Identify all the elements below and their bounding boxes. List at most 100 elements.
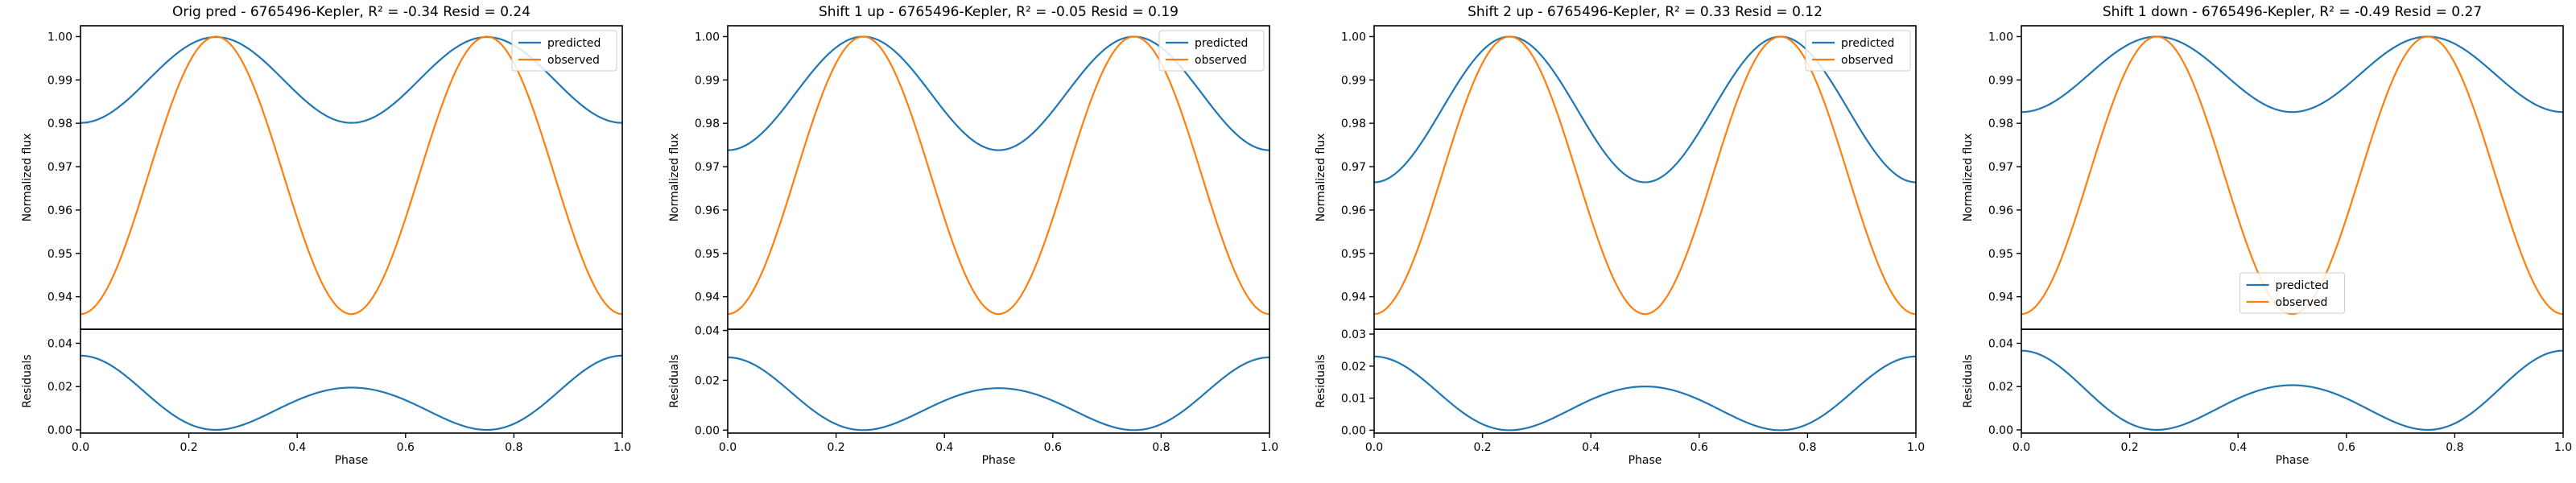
series-line-predicted	[1373, 35, 1917, 184]
chart-panel-4: Shift 1 down - 6765496-Kepler, R² = -0.4…	[1962, 4, 2572, 467]
y-axis-label: Normalized flux	[1962, 134, 1975, 222]
y-tick-label: 0.94	[695, 291, 720, 304]
legend-frame	[511, 30, 617, 72]
x-tick-label: 0.4	[288, 441, 306, 454]
x-tick-label: 0.8	[1798, 441, 1816, 454]
y-tick-label: 0.02	[1341, 361, 1366, 374]
legend-label-observed: observed	[1195, 54, 1247, 67]
top-axes-frame	[80, 25, 623, 330]
y-axis-label: Normalized flux	[668, 134, 681, 222]
x-tick-label: 0.8	[1152, 441, 1170, 454]
series-line-observed	[727, 35, 1270, 316]
x-tick-label: 1.0	[2554, 441, 2572, 454]
legend-label-predicted: predicted	[1841, 37, 1894, 50]
x-tick-label: 0.0	[1365, 441, 1383, 454]
legend: predicted observed	[511, 30, 617, 72]
y-tick-label: 0.95	[47, 248, 72, 261]
y-tick-label: 0.94	[47, 291, 72, 304]
y-axis-label: Normalized flux	[1315, 134, 1327, 222]
y-tick-label: 0.99	[1341, 74, 1366, 87]
y-tick-label: 0.99	[695, 74, 720, 87]
series-line-residual	[2021, 349, 2564, 431]
legend: predicted observed	[2240, 272, 2345, 314]
y-tick-label: 0.96	[695, 204, 720, 217]
x-tick-label: 0.4	[935, 441, 953, 454]
y-tick-label: 0.01	[1341, 393, 1366, 406]
chart-title: Shift 1 down - 6765496-Kepler, R² = -0.4…	[2103, 4, 2482, 20]
legend: predicted observed	[1805, 30, 1911, 72]
series-line-predicted	[2021, 35, 2564, 114]
y-axis-label: Residuals	[668, 354, 681, 407]
y-tick-label: 0.00	[47, 424, 72, 437]
x-tick-label: 0.2	[1473, 441, 1491, 454]
y-tick-label: 0.98	[695, 118, 720, 130]
x-axis-label: Phase	[1629, 454, 1662, 467]
x-tick-label: 0.6	[397, 441, 415, 454]
y-tick-label: 0.94	[1988, 291, 2013, 304]
chart-panel-1: Orig pred - 6765496-Kepler, R² = -0.34 R…	[21, 4, 631, 467]
x-tick-label: 0.6	[2338, 441, 2355, 454]
series-line-residual	[727, 356, 1270, 431]
x-tick-label: 0.2	[827, 441, 844, 454]
x-tick-label: 0.0	[72, 441, 89, 454]
x-tick-label: 0.8	[505, 441, 522, 454]
legend-label-predicted: predicted	[547, 37, 601, 50]
legend-frame	[1158, 30, 1265, 72]
y-tick-label: 0.98	[1988, 118, 2013, 130]
x-tick-label: 0.0	[719, 441, 737, 454]
y-axis-label: Residuals	[21, 354, 34, 407]
y-tick-label: 0.03	[1341, 328, 1366, 341]
y-tick-label: 0.02	[1988, 381, 2013, 394]
y-tick-label: 0.96	[47, 204, 72, 217]
y-tick-label: 0.02	[47, 381, 72, 394]
bottom-axes-frame	[1373, 328, 1917, 434]
series-line-residual	[1373, 355, 1917, 431]
y-tick-label: 0.94	[1341, 291, 1366, 304]
chart-panel-3: Shift 2 up - 6765496-Kepler, R² = 0.33 R…	[1315, 4, 1925, 467]
x-tick-label: 0.2	[2120, 441, 2138, 454]
y-tick-label: 0.04	[47, 337, 72, 350]
bottom-axes-frame	[2021, 328, 2564, 434]
legend-label-predicted: predicted	[1195, 37, 1248, 50]
y-tick-label: 0.97	[695, 161, 720, 174]
x-tick-label: 0.0	[2013, 441, 2030, 454]
x-tick-label: 0.4	[1582, 441, 1600, 454]
x-tick-label: 1.0	[1907, 441, 1925, 454]
y-tick-label: 0.97	[47, 161, 72, 174]
legend-label-observed: observed	[2276, 296, 2328, 309]
y-tick-label: 0.95	[695, 248, 720, 261]
bottom-axes-frame	[80, 328, 623, 434]
y-tick-label: 1.00	[695, 31, 720, 43]
y-tick-label: 0.95	[1988, 248, 2013, 261]
x-tick-label: 0.6	[1690, 441, 1708, 454]
legend-label-observed: observed	[1841, 54, 1893, 67]
legend-label-observed: observed	[547, 54, 600, 67]
y-tick-label: 0.98	[1341, 118, 1366, 130]
y-tick-label: 1.00	[47, 31, 72, 43]
x-tick-label: 0.8	[2446, 441, 2463, 454]
x-tick-label: 0.4	[2229, 441, 2247, 454]
y-tick-label: 0.04	[695, 325, 720, 338]
legend-frame	[2240, 272, 2345, 314]
series-line-observed	[80, 35, 623, 316]
x-axis-label: Phase	[982, 454, 1016, 467]
y-tick-label: 0.98	[47, 118, 72, 130]
chart-title: Shift 2 up - 6765496-Kepler, R² = 0.33 R…	[1468, 4, 1823, 20]
y-axis-label: Residuals	[1962, 354, 1975, 407]
bottom-axes-frame	[727, 328, 1270, 434]
top-axes-frame	[727, 25, 1270, 330]
y-tick-label: 0.99	[47, 74, 72, 87]
x-axis-label: Phase	[2276, 454, 2310, 467]
top-axes-frame	[1373, 25, 1917, 330]
legend-label-predicted: predicted	[2276, 279, 2329, 292]
x-tick-label: 0.6	[1044, 441, 1062, 454]
series-line-observed	[1373, 35, 1917, 316]
x-tick-label: 0.2	[180, 441, 197, 454]
y-tick-label: 0.97	[1341, 161, 1366, 174]
y-axis-label: Normalized flux	[21, 134, 34, 222]
series-line-residual	[80, 354, 623, 431]
chart-title: Orig pred - 6765496-Kepler, R² = -0.34 R…	[172, 4, 530, 20]
y-tick-label: 0.04	[1988, 337, 2013, 350]
y-axis-label: Residuals	[1315, 354, 1327, 407]
